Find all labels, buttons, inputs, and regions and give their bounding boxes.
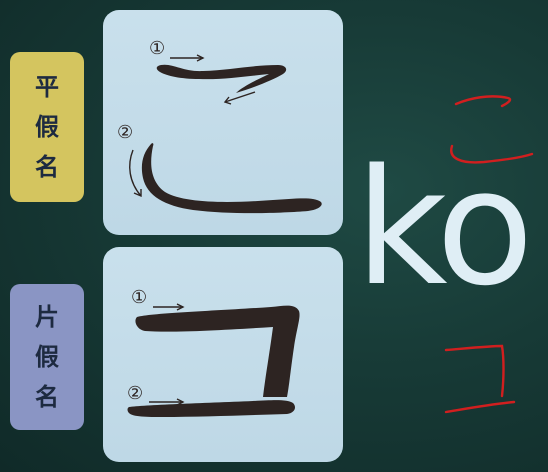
katakana-stroke-1-arrow — [153, 303, 185, 311]
katakana-ko-stroke-2 — [127, 400, 295, 417]
hiragana-label-char-1: 平 — [35, 72, 59, 101]
stroke-number-1: ① — [149, 38, 165, 59]
hiragana-ko-card: ① ② — [103, 10, 343, 235]
katakana-ko-stroke-diagram: ① ② — [127, 287, 300, 417]
katakana-ko-card: ① ② — [103, 247, 343, 462]
hiragana-ko-stroke-2 — [141, 143, 322, 214]
katakana-label-char-3: 名 — [35, 382, 59, 411]
handwritten-katakana-ko-annotation — [444, 344, 516, 414]
katakana-label-char-1: 片 — [35, 302, 59, 331]
romaji-ko: ko — [355, 134, 534, 321]
hiragana-ko-stroke-1 — [156, 64, 287, 93]
katakana-ko-stroke-1 — [135, 305, 300, 397]
handwritten-hiragana-ko-annotation — [450, 95, 534, 164]
katakana-label-char-2: 假 — [35, 342, 59, 371]
katakana-stroke-number-2: ② — [127, 383, 143, 404]
hiragana-label-char-3: 名 — [35, 152, 59, 181]
katakana-label-box: 片 假 名 — [10, 284, 84, 430]
hiragana-ko-stroke-diagram: ① ② — [117, 38, 322, 214]
katakana-stroke-number-1: ① — [131, 287, 147, 308]
stroke-number-2: ② — [117, 122, 133, 143]
stroke-2-direction-arrow — [129, 149, 142, 198]
hiragana-label-box: 平 假 名 — [10, 52, 84, 202]
stroke-1-return-arrow — [223, 91, 256, 105]
hiragana-label-char-2: 假 — [35, 112, 59, 141]
stroke-1-direction-arrow — [170, 54, 205, 62]
